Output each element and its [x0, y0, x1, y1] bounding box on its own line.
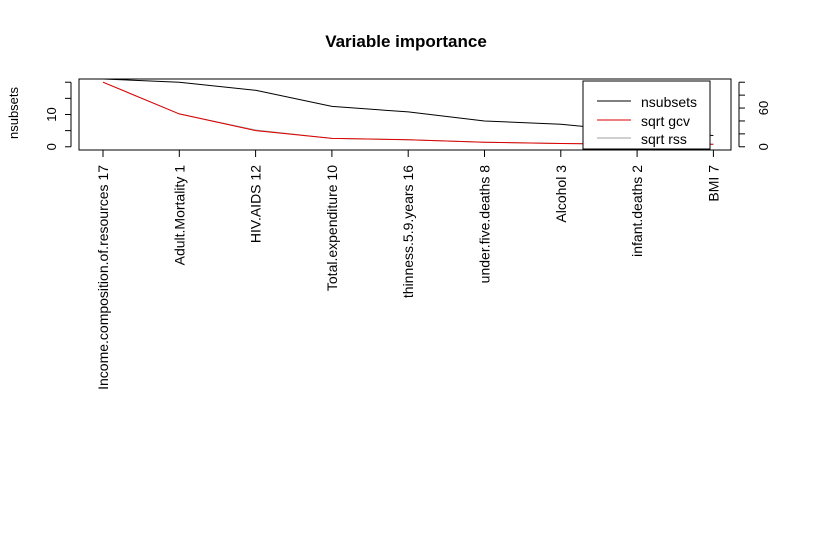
legend-label-sqrt-gcv: sqrt gcv	[641, 113, 690, 129]
legend-label-nsubsets: nsubsets	[641, 94, 697, 110]
left-axis-tick-label: 0	[44, 143, 59, 150]
left-axis-label: nsubsets	[6, 86, 21, 139]
plot-frame	[78, 78, 732, 151]
right-axis: 0 60	[738, 81, 771, 150]
x-axis-tick-label: thinness.5.9.years 16	[400, 165, 416, 298]
x-axis-tick-label: under.five.deaths 8	[477, 165, 493, 284]
right-axis-tick-label: 0	[756, 143, 771, 150]
x-axis-tick-label: Total.expenditure 10	[324, 165, 340, 291]
x-axis: Income.composition.of.resources 17 Adult.…	[95, 150, 721, 390]
x-axis-tick-label: HIV.AIDS 12	[248, 165, 264, 243]
x-axis-tick-label: infant.deaths 2	[629, 165, 645, 257]
left-axis-tick-label: 10	[44, 107, 59, 121]
right-axis-tick-label: 60	[756, 101, 771, 115]
x-axis-tick-label: Income.composition.of.resources 17	[95, 165, 111, 390]
x-axis-tick-label: Alcohol 3	[553, 165, 569, 223]
left-axis: 0 10	[44, 81, 72, 150]
x-axis-tick-label: Adult.Mortality 1	[171, 165, 187, 266]
x-axis-tick-label: BMI 7	[705, 165, 721, 202]
legend: nsubsets sqrt gcv sqrt rss	[582, 80, 711, 150]
chart-title: Variable importance	[325, 32, 487, 51]
legend-label-sqrt-rss: sqrt rss	[641, 131, 687, 147]
